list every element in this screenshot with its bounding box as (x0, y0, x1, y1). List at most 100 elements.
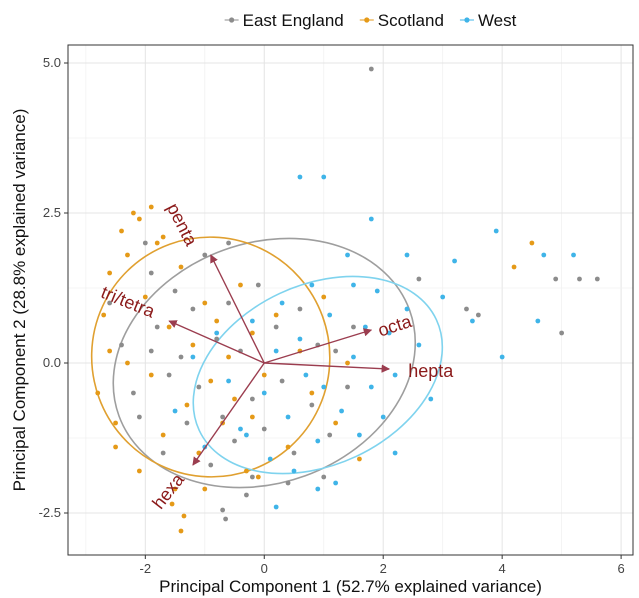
legend-label-east-england: East England (243, 11, 344, 30)
legend-key-point-west (464, 17, 470, 23)
point-east-england (249, 396, 255, 402)
point-east-england (148, 270, 154, 276)
point-scotland (136, 468, 142, 474)
point-east-england (577, 276, 582, 282)
grid-lines (68, 45, 633, 555)
point-east-england (273, 324, 279, 330)
point-east-england (226, 300, 231, 306)
point-east-england (249, 474, 255, 480)
loading-arrow-penta (210, 254, 265, 364)
point-scotland (125, 360, 130, 366)
point-west (315, 486, 321, 492)
point-scotland (172, 486, 178, 492)
point-west (404, 306, 410, 312)
point-west (493, 228, 499, 234)
point-east-england (475, 312, 481, 318)
point-west (535, 318, 541, 324)
point-east-england (148, 348, 154, 354)
point-west (345, 252, 350, 258)
point-west (279, 300, 285, 306)
point-scotland (181, 513, 187, 519)
point-west (416, 342, 422, 348)
point-east-england (327, 432, 333, 438)
point-scotland (273, 312, 279, 318)
loading-arrow-hexa (192, 362, 265, 466)
point-west (297, 174, 303, 180)
point-east-england (131, 390, 136, 396)
point-west (261, 390, 267, 396)
point-scotland (184, 402, 190, 408)
point-west (362, 324, 368, 330)
point-east-england (202, 252, 208, 258)
point-west (249, 318, 255, 324)
point-east-england (154, 324, 160, 330)
point-scotland (333, 420, 339, 426)
loading-label-octa: octa (375, 311, 414, 341)
point-west (333, 480, 339, 486)
point-west (273, 348, 279, 354)
point-west (571, 252, 576, 258)
point-east-england (119, 342, 124, 348)
point-west (392, 372, 398, 378)
y-tick-label: 2.5 (43, 205, 61, 220)
point-scotland (345, 360, 350, 366)
point-scotland (119, 228, 124, 234)
point-east-england (333, 348, 339, 354)
point-west (315, 438, 321, 444)
point-east-england (285, 480, 291, 486)
point-west (244, 432, 249, 438)
point-east-england (178, 354, 184, 360)
point-west (238, 426, 243, 432)
legend-label-west: West (478, 11, 517, 30)
point-east-england (196, 384, 202, 390)
point-scotland (169, 501, 175, 507)
point-scotland (166, 324, 172, 330)
plot-panel-border (67, 44, 634, 556)
point-east-england (255, 282, 261, 288)
point-scotland (190, 342, 196, 348)
point-west (368, 384, 374, 390)
legend-key-point-east-england (229, 17, 235, 23)
point-west (267, 456, 273, 462)
point-scotland (136, 216, 142, 222)
x-tick-label: 0 (261, 561, 268, 576)
point-east-england (559, 330, 565, 336)
point-scotland (125, 252, 130, 258)
point-scotland (357, 456, 362, 462)
point-east-england (223, 516, 229, 522)
point-east-england (190, 306, 196, 312)
point-scotland (321, 294, 327, 300)
point-west (351, 282, 356, 288)
point-west (214, 330, 220, 336)
point-east-england (368, 66, 374, 72)
point-scotland (160, 432, 166, 438)
point-west (291, 468, 297, 474)
point-scotland (261, 372, 267, 378)
point-scotland (202, 300, 208, 306)
x-tick-label: -2 (140, 561, 152, 576)
legend: East England Scotland West (224, 11, 517, 30)
point-west (368, 216, 374, 222)
legend-key-point-scotland (364, 17, 370, 23)
point-west (499, 354, 505, 360)
point-scotland (95, 390, 101, 396)
point-west (339, 408, 344, 414)
point-scotland (238, 282, 243, 288)
x-axis-ticks: -2 0 2 4 6 (140, 555, 625, 576)
point-east-england (172, 288, 178, 294)
point-scotland (214, 318, 220, 324)
point-west (297, 336, 303, 342)
point-west (190, 354, 196, 360)
point-east-england (232, 438, 237, 444)
point-scotland (244, 468, 249, 474)
point-east-england (220, 414, 226, 420)
point-scotland (154, 240, 160, 246)
point-east-england (261, 426, 267, 432)
point-west (226, 378, 231, 384)
legend-label-scotland: Scotland (378, 11, 444, 30)
point-scotland (148, 372, 154, 378)
point-east-england (351, 324, 356, 330)
loading-arrow-tri-tetra (168, 320, 265, 364)
loading-label-hepta: hepta (408, 361, 454, 381)
